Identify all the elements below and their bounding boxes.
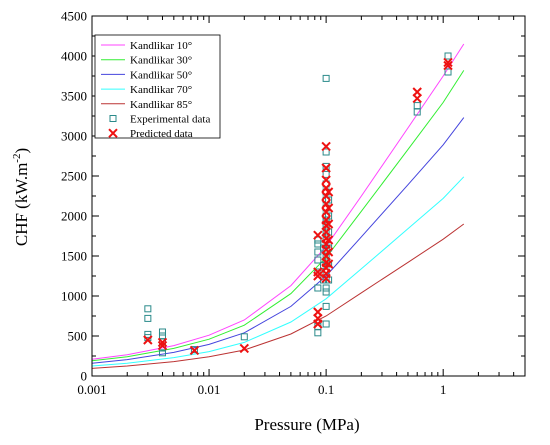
experimental-point xyxy=(314,240,322,248)
predicted-point xyxy=(443,57,453,68)
experimental-point xyxy=(322,288,330,296)
experimental-point xyxy=(314,284,322,292)
y-tick-label: 500 xyxy=(68,329,88,344)
legend-label: Kandlikar 30° xyxy=(130,55,192,67)
experimental-point xyxy=(190,346,198,354)
y-tick-label: 4000 xyxy=(61,49,87,64)
predicted-point xyxy=(189,345,200,356)
experimental-point xyxy=(314,256,322,264)
legend: Kandlikar 10° Kandlikar 30° Kandlikar 50° K… xyxy=(94,34,221,140)
legend-label: Predicted data xyxy=(130,128,193,140)
predicted-point xyxy=(321,163,331,173)
legend-entries: Kandlikar 10° Kandlikar 30° Kandlikar 50° K… xyxy=(101,40,210,140)
predicted-point xyxy=(323,259,334,269)
x-axis-title: Pressure (MPa) xyxy=(254,415,359,434)
x-tick-label: 0.1 xyxy=(318,382,334,397)
y-axis-ticks: 0 500 1000 1500 2000 2500 3000 3500 4000 4500 xyxy=(61,9,525,384)
y-axis-title: CHF (kW.m-2) xyxy=(11,148,31,246)
experimental-point xyxy=(314,236,322,244)
experimental-point xyxy=(322,170,330,178)
series-line xyxy=(91,117,465,364)
experimental-point xyxy=(322,302,330,310)
predicted-point xyxy=(321,141,331,152)
predicted-point xyxy=(239,343,250,354)
y-axis-title-end: ) xyxy=(12,148,31,154)
predicted-point xyxy=(143,335,153,345)
predicted-point xyxy=(321,273,331,284)
experimental-point xyxy=(322,148,330,156)
series-line xyxy=(91,176,465,367)
series-line xyxy=(91,70,465,362)
experimental-point xyxy=(325,212,333,220)
y-tick-label: 4500 xyxy=(61,9,87,24)
predicted-point xyxy=(412,93,422,104)
experimental-point xyxy=(158,349,166,357)
predicted-point xyxy=(323,247,334,257)
y-tick-label: 2500 xyxy=(61,169,87,184)
legend-predicted-marker xyxy=(108,128,118,138)
experimental-point xyxy=(444,52,452,60)
predicted-point xyxy=(313,271,323,281)
predicted-point xyxy=(443,60,453,71)
y-tick-label: 0 xyxy=(81,369,88,384)
predicted-markers xyxy=(143,57,453,356)
x-tick-label: 1 xyxy=(440,382,447,397)
experimental-point xyxy=(144,314,152,322)
experimental-point xyxy=(322,320,330,328)
experimental-point xyxy=(413,108,421,116)
x-tick-label: 0.01 xyxy=(198,382,221,397)
legend-experimental-marker xyxy=(109,115,117,122)
experimental-point xyxy=(325,196,333,204)
predicted-point xyxy=(323,187,334,197)
legend-label: Kandlikar 70° xyxy=(130,84,192,96)
predicted-point xyxy=(321,175,331,185)
y-tick-label: 2000 xyxy=(61,209,87,224)
legend-label: Kandlikar 50° xyxy=(130,69,192,81)
legend-label: Kandlikar 10° xyxy=(130,40,192,52)
experimental-point xyxy=(322,252,330,260)
predicted-point xyxy=(157,340,168,351)
x-tick-label: 0.001 xyxy=(77,382,106,397)
predicted-point xyxy=(313,319,323,329)
experimental-point xyxy=(444,68,452,76)
y-tick-label: 3500 xyxy=(61,89,87,104)
predicted-point xyxy=(323,203,334,213)
series-line xyxy=(91,223,465,369)
x-axis-ticks: 0.001 0.01 0.1 1 xyxy=(77,16,526,397)
predicted-point xyxy=(323,235,334,245)
predicted-point xyxy=(313,230,323,240)
experimental-point xyxy=(240,333,248,341)
y-axis-title-sup: -2 xyxy=(11,154,23,163)
experimental-point xyxy=(322,216,330,224)
legend-label: Experimental data xyxy=(130,114,210,126)
predicted-point xyxy=(323,219,334,229)
predicted-point xyxy=(157,337,168,348)
y-tick-label: 1000 xyxy=(61,289,87,304)
y-axis-title-main: CHF (kW.m xyxy=(12,163,31,246)
experimental-point xyxy=(144,305,152,313)
legend-label: Kandlikar 85° xyxy=(130,99,192,111)
experimental-point xyxy=(322,74,330,82)
experimental-point xyxy=(314,248,322,256)
y-tick-label: 1500 xyxy=(61,249,87,264)
experimental-point xyxy=(322,284,330,292)
experimental-point xyxy=(158,328,166,336)
y-tick-label: 3000 xyxy=(61,129,87,144)
